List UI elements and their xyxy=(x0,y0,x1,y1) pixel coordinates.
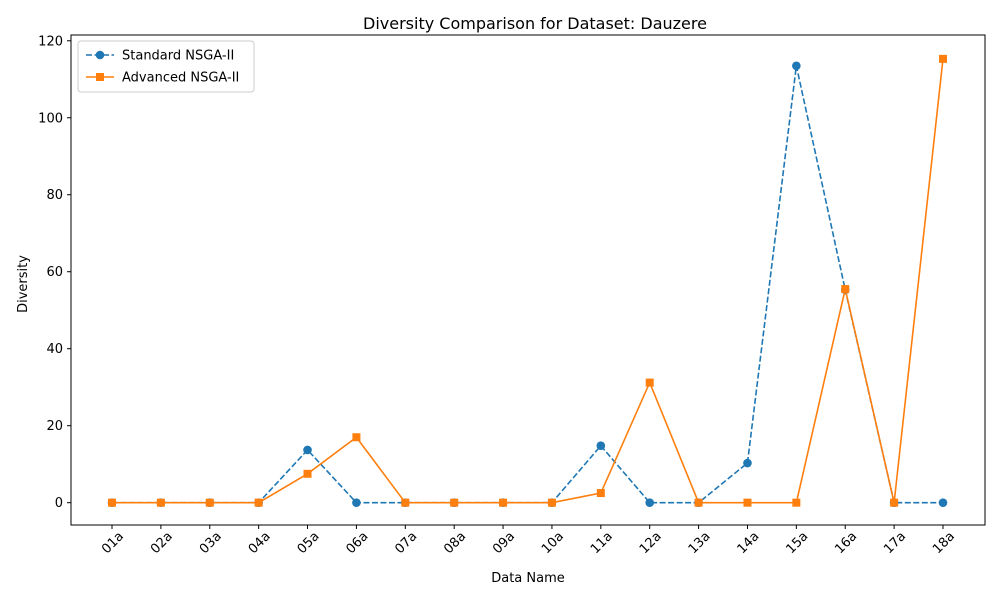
y-tick-label: 120 xyxy=(38,34,63,49)
legend-marker xyxy=(95,50,105,60)
data-point xyxy=(205,498,214,507)
legend-item: Advanced NSGA-II xyxy=(86,71,239,86)
data-point xyxy=(939,54,947,63)
data-point xyxy=(890,498,899,507)
plot-frame xyxy=(70,34,986,526)
y-tick-label: 100 xyxy=(38,111,63,126)
data-point xyxy=(743,458,752,468)
legend: Standard NSGA-II Advanced NSGA-II xyxy=(77,40,255,93)
data-point xyxy=(156,498,165,507)
series-1 xyxy=(108,54,947,507)
legend-box xyxy=(77,40,255,93)
data-point xyxy=(645,378,654,387)
plot-area xyxy=(107,54,948,507)
data-point xyxy=(645,498,655,507)
data-point xyxy=(743,498,752,507)
legend-label: Standard NSGA-II xyxy=(122,49,234,64)
y-tick-label: 20 xyxy=(46,419,63,434)
legend-marker xyxy=(96,73,104,81)
data-point xyxy=(596,489,605,498)
y-tick-label: 60 xyxy=(46,265,63,280)
data-point xyxy=(450,498,459,507)
legend-item: Standard NSGA-II xyxy=(86,49,234,64)
y-tick-label: 40 xyxy=(46,342,63,357)
y-axis-label: Diversity xyxy=(16,255,31,313)
data-point xyxy=(938,498,948,507)
y-axis: 0 20 40 60 80 100 120 xyxy=(38,34,71,511)
data-point xyxy=(499,498,508,507)
data-point xyxy=(303,445,312,455)
legend-label: Advanced NSGA-II xyxy=(122,71,239,86)
data-point xyxy=(792,498,801,507)
data-point xyxy=(254,498,263,507)
data-point xyxy=(841,285,850,294)
data-point xyxy=(792,61,801,71)
data-point xyxy=(694,498,703,507)
chart-title: Diversity Comparison for Dataset: Dauzer… xyxy=(363,14,707,33)
data-point xyxy=(401,498,410,507)
series-line xyxy=(112,58,944,504)
data-point xyxy=(596,441,606,451)
data-point xyxy=(108,498,116,507)
data-point xyxy=(547,498,556,507)
y-tick-label: 80 xyxy=(46,188,63,203)
data-point xyxy=(352,433,361,442)
y-tick-label: 0 xyxy=(55,496,63,511)
data-point xyxy=(352,498,361,507)
data-point xyxy=(303,469,312,478)
x-axis-label: Data Name xyxy=(491,571,565,586)
